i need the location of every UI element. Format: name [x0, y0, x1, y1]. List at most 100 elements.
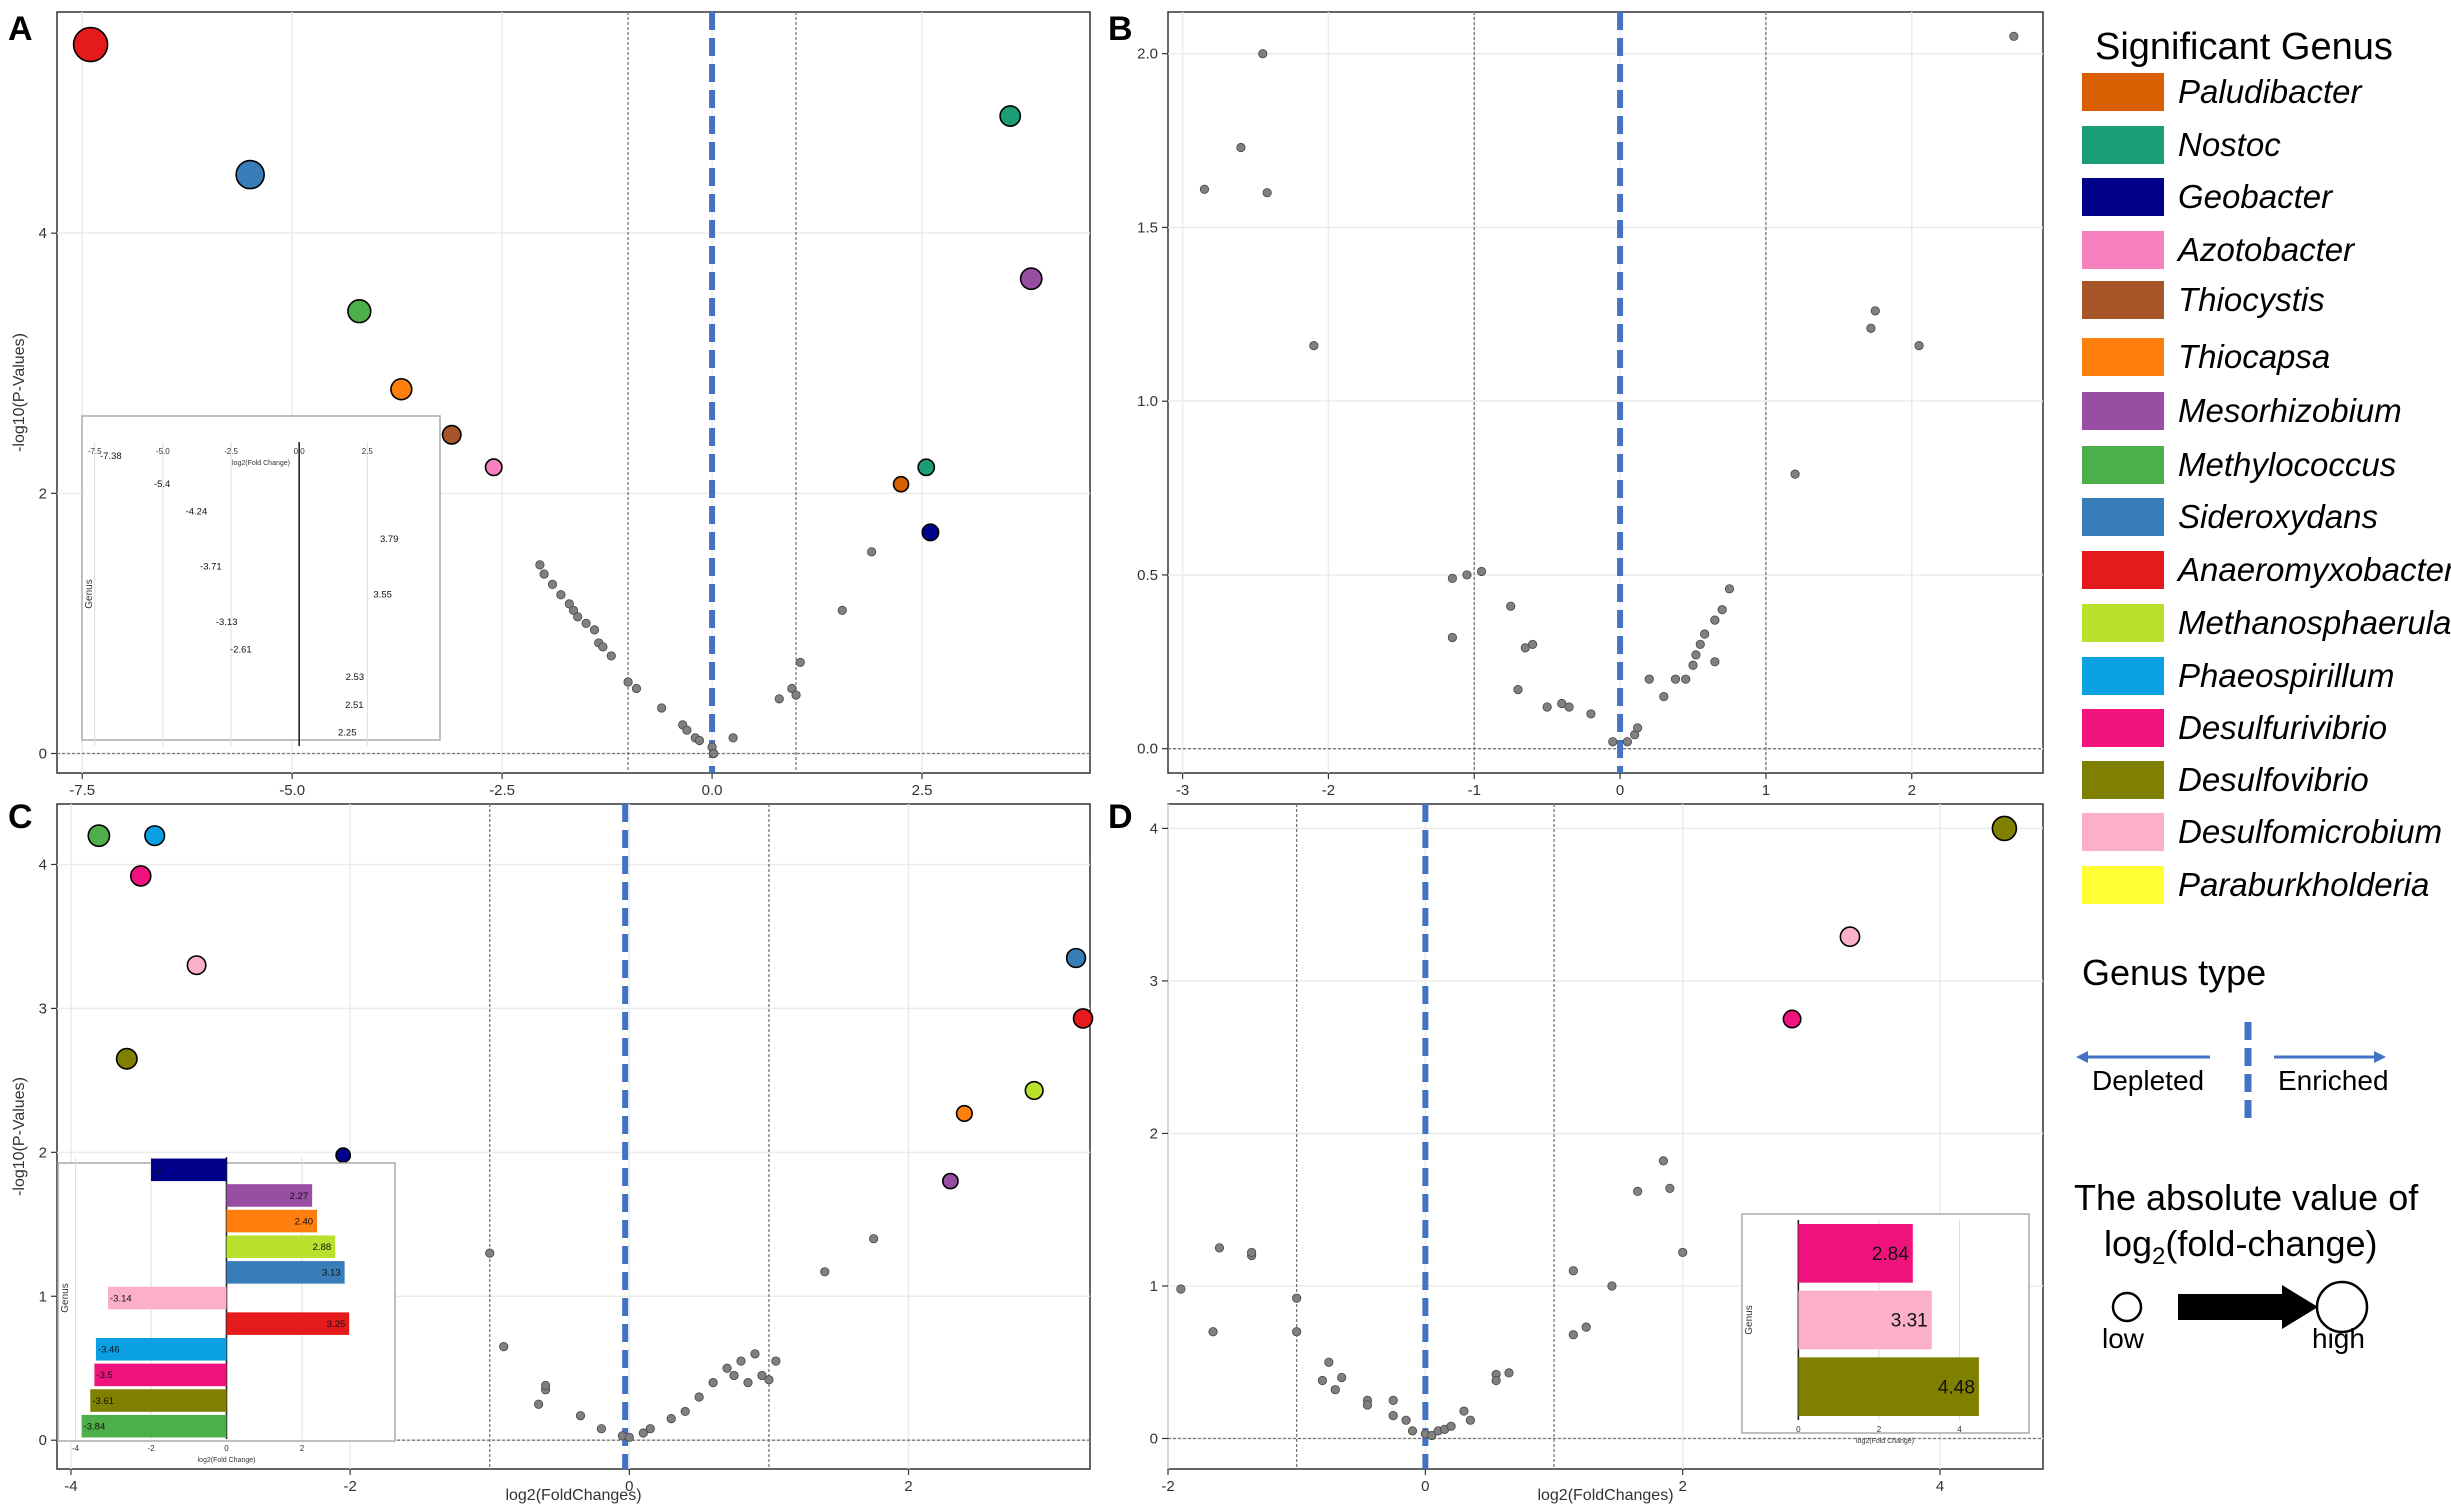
x-tick-label: -7.5 — [69, 782, 95, 799]
data-point — [1658, 1156, 1669, 1166]
y-tick-label: 0.0 — [1137, 741, 1158, 758]
data-point — [1608, 737, 1618, 747]
data-point — [1208, 1327, 1218, 1337]
y-axis-label: -log10(P-Values) — [11, 333, 28, 452]
size-scale — [2111, 1280, 2369, 1334]
inset-bar-label: 3.25 — [327, 1319, 346, 1330]
legend-label: Paludibacter — [2178, 73, 2362, 110]
data-point — [1632, 723, 1643, 733]
inset-tick-label: -4 — [72, 1444, 80, 1453]
legend-label: Azotobacter — [2178, 231, 2355, 268]
inset-bar — [226, 1261, 345, 1284]
inset-bar-label: -7.38 — [100, 451, 122, 462]
data-point — [736, 1356, 746, 1366]
data-point — [1292, 1327, 1302, 1337]
data-point — [638, 1428, 648, 1438]
x-tick-label: 2 — [1679, 1478, 1687, 1495]
inset-bar-label: 2.25 — [338, 728, 357, 739]
x-tick-label: 0.0 — [702, 782, 723, 799]
inset-bar — [226, 1312, 350, 1335]
y-tick-label: 4 — [39, 856, 47, 873]
data-point — [657, 703, 667, 713]
data-point — [581, 618, 591, 629]
inset-bar-label: -2.61 — [230, 645, 252, 656]
legend-swatch — [2082, 231, 2164, 269]
x-tick-label: 0 — [1616, 782, 1624, 799]
significant-point — [335, 1147, 352, 1164]
x-axis-label: log2(FoldChanges) — [1537, 1487, 1673, 1504]
x-tick-label: -5.0 — [279, 782, 305, 799]
data-point — [791, 690, 801, 700]
inset-bar-label: -3.5 — [96, 1370, 112, 1381]
data-point — [694, 1392, 704, 1402]
enriched-arrowhead — [2374, 1051, 2386, 1063]
data-point — [795, 657, 805, 668]
inset-bar — [226, 1209, 318, 1233]
data-point — [1717, 605, 1727, 615]
panel-a: -7.5 -5.0 -2.5 0.0 2.5 0 2 4 -log10(P-Values) -7.… — [8, 10, 1091, 799]
y-tick-label: 1 — [1150, 1278, 1158, 1295]
legend-swatch — [2082, 392, 2164, 430]
data-point — [598, 642, 608, 652]
inset-bar-label: 4.48 — [1938, 1377, 1975, 1398]
data-point — [645, 1424, 655, 1434]
legend-label: Anaeromyxobacter — [2178, 551, 2451, 588]
data-point — [547, 579, 558, 589]
enriched-label: Enriched — [2278, 1065, 2389, 1096]
y-tick-label: 3 — [39, 1000, 47, 1017]
inset-bar-label: 3.79 — [380, 534, 399, 545]
size-high-circle — [2315, 1280, 2369, 1334]
inset-bar-label: 3.55 — [373, 589, 392, 600]
data-point — [1644, 674, 1654, 684]
x-tick-label: 4 — [1936, 1478, 1944, 1495]
data-point — [1506, 601, 1516, 611]
data-point — [1607, 1281, 1617, 1291]
y-tick-label: 0.5 — [1137, 567, 1158, 584]
data-point — [1633, 1186, 1643, 1197]
significant-point — [144, 825, 166, 847]
panel-letter-d: D — [1108, 798, 1133, 836]
legend-swatch — [2082, 281, 2164, 319]
significant-point — [235, 159, 265, 190]
data-point — [534, 1399, 544, 1409]
significant-point — [1024, 1080, 1044, 1101]
data-point — [499, 1342, 509, 1352]
inset-bar — [226, 1235, 336, 1259]
data-point — [1659, 691, 1669, 702]
x-tick-label: -4 — [64, 1478, 77, 1495]
data-point — [1527, 639, 1538, 650]
data-point — [1710, 657, 1720, 667]
legend-title: Significant Genus — [2095, 26, 2393, 68]
data-point — [757, 1370, 767, 1381]
x-tick-label: -1 — [1468, 782, 1481, 799]
significant-point — [942, 1172, 959, 1190]
significant-point — [129, 865, 152, 887]
genus-type-title: Genus type — [2082, 952, 2267, 993]
data-point — [1247, 1247, 1257, 1258]
inset-bar-chart: -4 -2 0 2 -2 2.27 2.40 2.88 3.13 -3.14 3.25 -3.46 -3… — [57, 1157, 396, 1464]
data-point — [1564, 702, 1574, 712]
data-point — [682, 725, 692, 735]
data-point — [1520, 643, 1530, 653]
data-point — [1465, 1415, 1475, 1425]
data-point — [1914, 340, 1924, 351]
data-point — [485, 1248, 495, 1258]
genus-type-arrows — [2076, 1022, 2386, 1122]
data-point — [606, 651, 616, 661]
inset-bar-label: 2.51 — [345, 700, 364, 711]
abs-value-title-line1: The absolute value of — [2074, 1177, 2419, 1218]
data-point — [1665, 1183, 1675, 1193]
significant-point — [1065, 947, 1087, 969]
legend-swatch — [2082, 446, 2164, 484]
x-tick-label: -2 — [343, 1478, 356, 1495]
data-point — [1581, 1322, 1591, 1332]
inset-tick-label: 0 — [1796, 1425, 1801, 1434]
data-point — [1568, 1266, 1578, 1276]
inset-bar-label: 2.84 — [1872, 1244, 1909, 1265]
data-point — [1459, 1406, 1469, 1416]
inset-x-axis-label: log2(Fold Change) — [1856, 1438, 1914, 1445]
panel-letter-a: A — [8, 10, 33, 48]
y-tick-label: 1 — [39, 1288, 47, 1305]
inset-tick-label: -7.5 — [88, 447, 102, 456]
legend-swatch — [2082, 709, 2164, 747]
